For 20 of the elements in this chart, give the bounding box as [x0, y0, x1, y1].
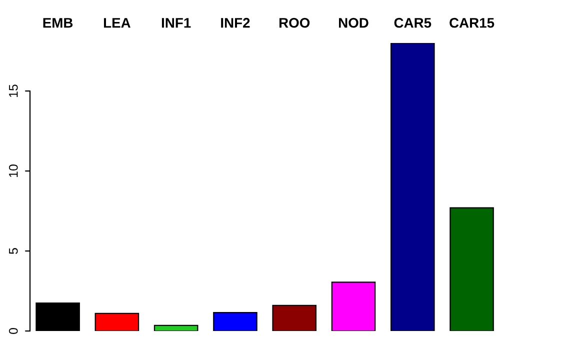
x-tick-label: EMB [43, 18, 73, 28]
bar [154, 324, 198, 331]
bar [450, 207, 494, 331]
x-tick-label: INF2 [221, 18, 250, 28]
bar [213, 312, 258, 331]
x-tick-label: LEA [104, 18, 130, 28]
x-tick-label: INF1 [162, 18, 191, 28]
bar [390, 43, 435, 331]
y-tick-label: 10 [8, 164, 18, 177]
x-tick-label: ROO [279, 18, 310, 28]
bar [36, 302, 80, 331]
y-tick-label: 0 [8, 328, 18, 334]
y-tick-label: 15 [9, 84, 18, 97]
y-tick-label: 5 [9, 248, 18, 254]
bar [94, 312, 140, 331]
bar [331, 282, 376, 331]
bar [272, 304, 316, 331]
x-tick-label: NOD [339, 18, 368, 28]
x-tick-label: CAR15 [450, 18, 494, 28]
x-tick-label: CAR5 [394, 18, 432, 28]
